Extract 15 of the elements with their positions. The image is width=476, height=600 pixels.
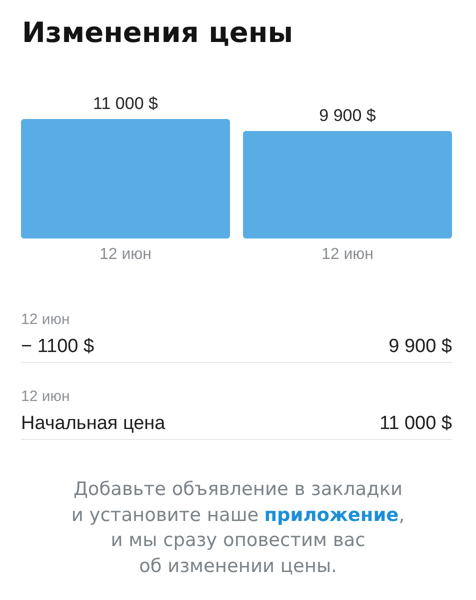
data-label: 11 000 $	[93, 94, 158, 113]
text: 12 июн	[21, 387, 71, 407]
text: и мы сразу оповестим вас	[110, 530, 366, 551]
text: ,	[398, 504, 405, 526]
chart-title: Изменения цены	[22, 16, 294, 50]
text: 11 000 $	[379, 412, 452, 436]
text: Добавьте объявление в закладки	[73, 479, 403, 500]
text: Начальная цена	[21, 412, 166, 436]
text: об изменении цены.	[139, 556, 337, 576]
data-label: 9 900 $	[319, 106, 376, 125]
text: 9 900 $	[388, 335, 452, 359]
text: и установите наше	[71, 504, 259, 526]
text: приложение	[264, 504, 399, 526]
text: 12 июн	[21, 310, 71, 330]
text: − 1100 $	[21, 335, 94, 359]
